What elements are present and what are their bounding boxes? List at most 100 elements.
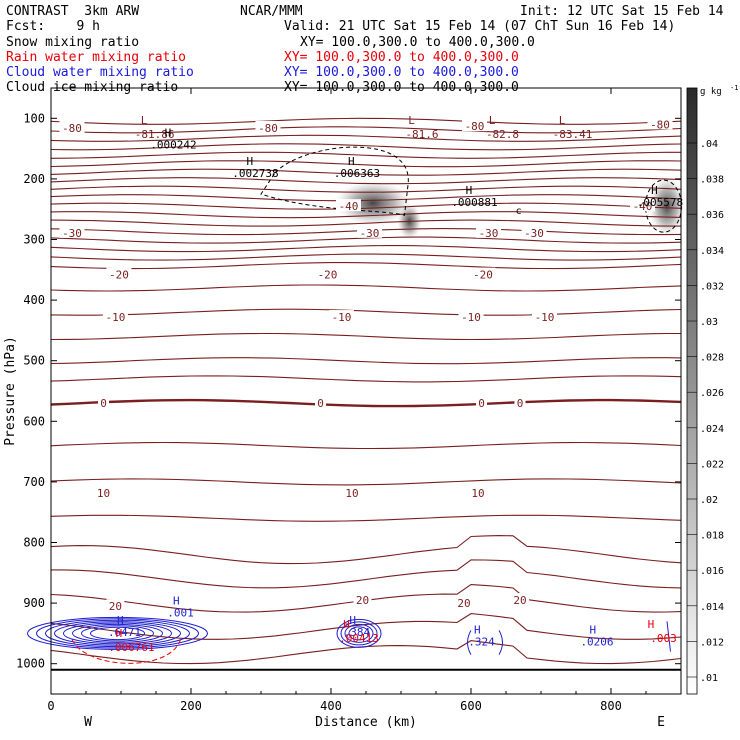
high-marker: H	[173, 594, 180, 607]
contour-labels: -80 -80 -80 -80 -30 -30 -30 -30 -20 -20 -20 -10 -10 -…	[51, 114, 683, 671]
y-tick-label: 600	[23, 414, 45, 428]
high-value-label: .002738	[232, 167, 278, 180]
label-bg	[106, 599, 125, 612]
colorbar-tick-label: .026	[700, 388, 724, 399]
isotherm-line	[50, 117, 682, 125]
label-bg	[343, 485, 361, 498]
label-bg	[102, 310, 128, 323]
colorbar-tick-label: .03	[700, 317, 718, 328]
label-bg	[315, 267, 340, 280]
colorbar-unit: g kg	[700, 87, 722, 97]
cloud-water-contour	[90, 626, 145, 641]
east-label: E	[657, 715, 665, 730]
y-tick-label: 900	[23, 596, 45, 610]
colorbar-tick-label: .018	[700, 531, 724, 542]
label-bg	[469, 485, 487, 498]
rain-outline	[71, 639, 181, 664]
colorbar-tick-label: .032	[700, 281, 724, 292]
valid-time: Valid: 21 UTC Sat 15 Feb 14 (07 ChT Sun …	[284, 19, 676, 34]
rain-contours	[71, 639, 181, 664]
contour-minor-label: c	[516, 206, 522, 217]
isotherm-label: 0	[100, 397, 107, 410]
y-axis-label: Pressure (hPa)	[3, 336, 18, 446]
isotherm-label: -20	[318, 269, 338, 282]
cloud-water-contour	[81, 625, 154, 642]
cloud-water-value-label: .001	[167, 606, 194, 619]
y-tick-label: 400	[23, 293, 45, 307]
low-value-label: -81.6	[405, 128, 438, 141]
isotherm-label: 20	[356, 594, 369, 607]
cloud-water-contour	[36, 618, 199, 649]
colorbar-tick-label: .038	[700, 175, 724, 186]
cloud-water-value-label: .6471	[108, 626, 141, 639]
isotherm-label: -10	[105, 311, 125, 324]
isotherm-label: -80	[465, 120, 485, 133]
isotherm-line	[50, 168, 682, 176]
high-marker: H	[165, 127, 172, 140]
isotherm-line	[50, 194, 682, 202]
isotherm-label: 10	[345, 487, 358, 500]
isotherm-line	[50, 332, 681, 341]
high-value-label: .005578	[637, 196, 683, 209]
axes: 0 200 400 600 800100200300400500600700800900…	[3, 87, 682, 730]
isotherm-label: 10	[97, 487, 110, 500]
isotherm-line	[50, 245, 682, 253]
isotherm-line	[50, 236, 682, 244]
label-bg	[532, 310, 557, 323]
cloud-water-value-label: .0206	[580, 636, 613, 649]
isotherm-label: -10	[461, 311, 481, 324]
colorbar-unit-exponent: -1	[730, 84, 738, 92]
x-tick-label: 200	[180, 699, 202, 713]
isotherm-line	[50, 151, 681, 159]
init-time: Init: 12 UTC Sat 15 Feb 14	[520, 4, 724, 19]
isotherm-line	[50, 375, 682, 383]
label-bg	[470, 267, 496, 280]
label-bg	[647, 117, 673, 130]
isotherm-line	[50, 185, 682, 193]
cloud-water-contour	[498, 630, 503, 655]
colorbar-strip	[686, 87, 698, 695]
label-bg	[329, 310, 354, 323]
forecast-hour: Fcst: 9 h	[6, 19, 100, 34]
colorbar-tick-label: .02	[700, 495, 718, 506]
label-bg	[353, 593, 372, 606]
cloud-water-contour	[336, 618, 382, 648]
label-bg	[514, 396, 526, 409]
high-marker: H	[348, 155, 355, 168]
high-value-label: .006363	[334, 167, 380, 180]
cloud-water-contour	[63, 622, 172, 645]
y-tick-label: 200	[23, 172, 45, 186]
isotherm-line	[50, 284, 682, 292]
high-value-label: .000881	[451, 196, 497, 209]
cloud-water-contour	[72, 623, 163, 643]
label-bg	[315, 396, 326, 409]
isotherm-label: -80	[62, 122, 82, 135]
cloud-water-contour	[45, 619, 190, 648]
high-marker: H	[466, 184, 473, 197]
colorbar-tick-label: .016	[700, 566, 724, 577]
colorbar-tick-label: .022	[700, 459, 724, 470]
isotherm-line	[50, 211, 682, 219]
legend-cloud-water-label: Cloud water mixing ratio	[6, 65, 194, 80]
rain-value-label: .00413	[339, 632, 379, 645]
isotherm-label: 0	[478, 397, 485, 410]
cloud-water-value-label: .384	[344, 626, 371, 639]
x-tick-label: 600	[460, 699, 482, 713]
isotherm-label: -10	[332, 311, 352, 324]
cloud-ice-outline	[260, 146, 409, 216]
high-marker: H	[651, 184, 658, 197]
legend-rain-xy: XY= 100.0,300.0 to 400.0,300.0	[284, 50, 519, 65]
isotherm-label: -80	[650, 118, 670, 131]
label-bg	[336, 199, 361, 212]
isotherm-label: 10	[471, 487, 484, 500]
isotherm-line	[50, 613, 682, 640]
high-marker: H	[246, 155, 253, 168]
high-value-label: .000242	[150, 139, 196, 152]
isotherm-label: -30	[524, 227, 544, 240]
org-title: NCAR/MMM	[240, 4, 303, 19]
y-tick-label: 500	[23, 354, 45, 368]
model-title: CONTRAST 3km ARW	[6, 4, 140, 19]
high-marker: H	[343, 618, 350, 631]
label-bg	[476, 396, 487, 409]
